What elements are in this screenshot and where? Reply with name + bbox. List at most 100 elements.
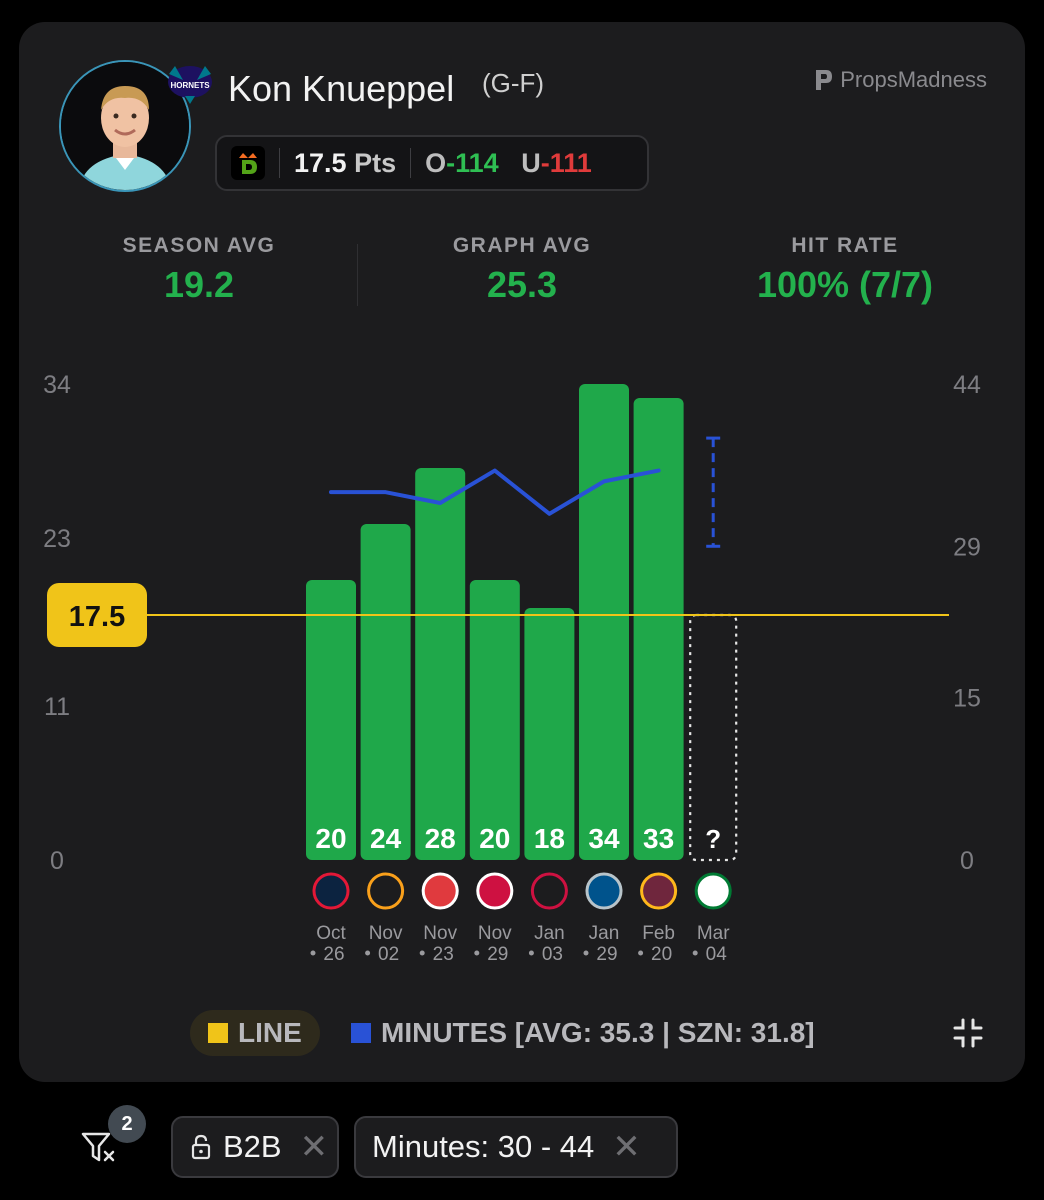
points-bar xyxy=(360,524,411,860)
points-bar xyxy=(415,468,466,860)
points-bar xyxy=(633,398,684,860)
raptors-logo-icon xyxy=(476,872,514,910)
prop-line-value: 17.5 xyxy=(294,147,347,178)
date-month-label: Feb xyxy=(642,923,675,944)
points-bar xyxy=(306,580,356,860)
left-axis-tick: 34 xyxy=(43,371,71,399)
pill-divider xyxy=(279,148,280,178)
bar-value-label: 34 xyxy=(588,823,620,854)
legend-minutes-item[interactable]: MINUTES [AVG: 35.3 | SZN: 31.8] xyxy=(351,1010,815,1056)
graph-avg-value: 25.3 xyxy=(486,264,558,305)
team-logo-text: HORNETS xyxy=(170,81,210,90)
date-dot xyxy=(528,950,534,956)
prop-unit: Pts xyxy=(354,147,397,178)
cavaliers-logo-icon xyxy=(640,872,678,910)
date-day-label: 26 xyxy=(323,944,344,965)
date-month-label: Mar xyxy=(697,923,730,944)
date-day-label: 23 xyxy=(433,944,454,965)
remove-filter-icon[interactable]: ✕ xyxy=(612,1128,641,1166)
date-dot xyxy=(583,950,589,956)
propsmadness-icon xyxy=(816,70,833,90)
celtics-logo-icon xyxy=(694,872,732,910)
hit-rate-value: 100% (7/7) xyxy=(756,264,934,305)
collapse-icon[interactable] xyxy=(953,1018,983,1048)
legend-minutes-swatch xyxy=(351,1023,371,1043)
player-photo xyxy=(61,62,189,190)
under-odds: -111 xyxy=(540,147,592,178)
chart-legend: LINE MINUTES [AVG: 35.3 | SZN: 31.8] xyxy=(19,1010,1025,1056)
bulls-logo-icon xyxy=(530,872,568,910)
left-axis-tick: 23 xyxy=(43,525,71,553)
date-day-label: 03 xyxy=(542,944,563,965)
jazz-logo-icon xyxy=(367,872,405,910)
date-dot xyxy=(365,950,371,956)
legend-minutes-label: MINUTES [AVG: 35.3 | SZN: 31.8] xyxy=(381,1017,815,1048)
filter-count-badge: 2 xyxy=(108,1105,146,1143)
date-dot xyxy=(638,950,644,956)
filter-chip-label: B2B xyxy=(223,1129,282,1164)
left-axis-tick: 0 xyxy=(50,847,64,875)
prop-line-pill[interactable]: 17.5 Pts O-114 U-111 xyxy=(215,135,649,191)
date-day-label: 20 xyxy=(651,944,672,965)
prop-card: HORNETS Kon Knueppel (G-F) PropsMadness … xyxy=(19,22,1025,1082)
date-dot xyxy=(474,950,480,956)
bar-value-label: 24 xyxy=(370,823,402,854)
hawks-logo-icon xyxy=(421,872,459,910)
brand-logo: PropsMadness xyxy=(814,67,987,93)
legend-line-item[interactable]: LINE xyxy=(190,1010,320,1056)
draftkings-icon xyxy=(231,146,265,180)
over-odds: -114 xyxy=(446,147,499,178)
season-avg-value: 19.2 xyxy=(163,264,235,305)
points-bar xyxy=(524,608,575,860)
filter-chip-minutes[interactable]: Minutes: 30 - 44 ✕ xyxy=(354,1116,678,1178)
minutes-line xyxy=(329,468,661,516)
bar-value-label: 18 xyxy=(534,823,565,854)
date-month-label: Nov xyxy=(369,923,403,944)
bar-value-label: 33 xyxy=(643,823,674,854)
player-position: (G-F) xyxy=(482,68,545,98)
date-day-label: 29 xyxy=(596,944,617,965)
under-label: U xyxy=(521,147,541,178)
filter-chip-b2b[interactable]: B2B ✕ xyxy=(171,1116,339,1178)
hit-rate-stat: HIT RATE 100% (7/7) xyxy=(725,234,965,306)
filter-clear-icon[interactable] xyxy=(80,1130,120,1166)
player-name: Kon Knueppel xyxy=(228,68,455,109)
wizards-logo-icon xyxy=(312,872,350,910)
bar-value-label: 20 xyxy=(315,823,346,854)
date-dot xyxy=(310,950,316,956)
remove-filter-icon[interactable]: ✕ xyxy=(299,1128,329,1166)
lock-icon xyxy=(191,1134,211,1160)
mavericks-logo-icon xyxy=(585,872,623,910)
season-avg-label: SEASON AVG xyxy=(122,234,276,257)
date-month-label: Nov xyxy=(423,923,457,944)
brand-name: PropsMadness xyxy=(840,67,987,92)
right-axis-tick: 44 xyxy=(953,371,981,399)
prop-line-badge xyxy=(47,583,147,647)
pill-divider xyxy=(410,148,412,178)
right-axis-tick: 15 xyxy=(953,685,981,713)
date-month-label: Nov xyxy=(478,923,512,944)
points-bar xyxy=(579,384,629,860)
legend-line-swatch xyxy=(208,1023,228,1043)
upcoming-label: ? xyxy=(705,824,721,854)
bar-value-label: 28 xyxy=(425,823,456,854)
date-month-label: Jan xyxy=(534,923,565,944)
hit-rate-label: HIT RATE xyxy=(791,234,899,257)
right-axis-tick: 0 xyxy=(960,847,974,875)
points-bar xyxy=(469,580,520,860)
date-month-label: Jan xyxy=(589,923,620,944)
date-dot xyxy=(419,950,425,956)
date-day-label: 29 xyxy=(487,944,508,965)
stat-divider xyxy=(357,244,358,306)
filter-chip-label: Minutes: 30 - 44 xyxy=(372,1129,595,1164)
date-day-label: 04 xyxy=(706,944,728,965)
left-axis-tick: 11 xyxy=(44,693,70,721)
over-label: O xyxy=(425,147,447,178)
graph-avg-label: GRAPH AVG xyxy=(452,234,592,257)
date-month-label: Oct xyxy=(316,923,346,944)
hornets-logo-icon: HORNETS xyxy=(165,62,215,106)
date-day-label: 02 xyxy=(378,944,399,965)
bar-value-label: 20 xyxy=(479,823,510,854)
date-dot xyxy=(692,950,698,956)
